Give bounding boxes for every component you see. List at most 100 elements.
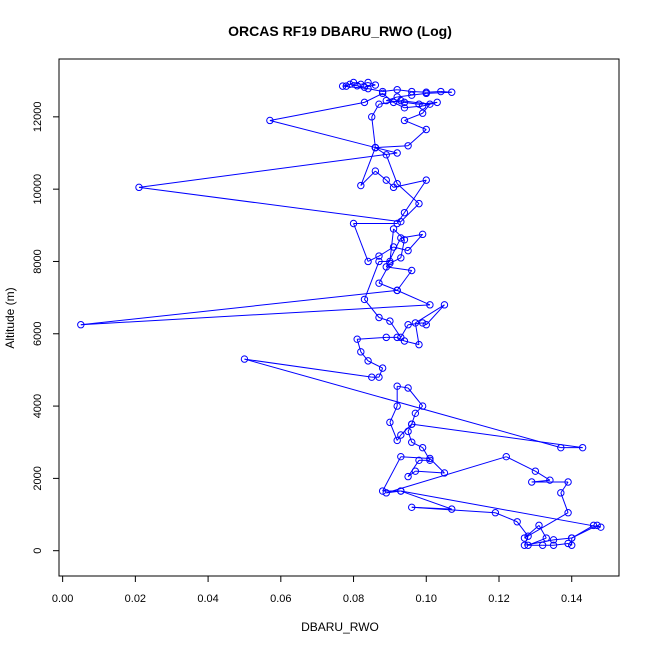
data-point [368, 113, 376, 121]
series-segment [375, 147, 387, 156]
data-point [357, 348, 365, 356]
data-point [240, 355, 249, 363]
data-point [564, 539, 572, 548]
series-segment [404, 101, 420, 105]
data-point [448, 88, 456, 96]
data-point [393, 333, 401, 342]
series-segment [400, 324, 409, 338]
y-axis-label: Altitude (m) [3, 287, 17, 348]
data-point [408, 503, 416, 512]
data-point [389, 183, 398, 192]
data-point [353, 335, 361, 343]
series-segment [560, 481, 569, 494]
data-point [386, 257, 394, 266]
x-tick-label: 0.12 [488, 593, 509, 605]
y-tick-label: 6000 [32, 322, 44, 346]
series-segment [382, 456, 402, 492]
data-point [440, 469, 449, 477]
data-point [397, 452, 405, 461]
data-point [375, 100, 383, 108]
data-point [437, 87, 445, 96]
data-point [382, 333, 390, 342]
data-point [404, 427, 412, 436]
data-point [404, 246, 412, 255]
series-segment [397, 94, 412, 98]
data-point [568, 534, 576, 542]
data-point [408, 91, 416, 99]
data-point [382, 176, 390, 184]
y-tick-label: 10000 [32, 174, 44, 205]
series-segment [396, 289, 431, 306]
series-segment [385, 237, 402, 268]
series-segment [400, 456, 430, 459]
data-point [404, 142, 412, 150]
series-segment [407, 470, 416, 477]
data-point [433, 98, 441, 107]
series-segment [400, 423, 413, 436]
series-segment [404, 340, 420, 346]
data-point [531, 467, 540, 475]
data-point [418, 230, 427, 239]
series-segment [389, 228, 395, 262]
y-tick-label: 0 [32, 548, 44, 554]
series-segment [364, 299, 380, 318]
series-segment [396, 183, 420, 204]
data-point [378, 487, 387, 495]
series-segment [378, 263, 391, 284]
data-point [418, 319, 427, 327]
data-point [364, 257, 372, 266]
series-segment [495, 512, 518, 523]
data-point [408, 87, 416, 96]
data-point [375, 252, 383, 260]
series-segment [367, 255, 380, 262]
series-segment [378, 317, 391, 322]
data-point [393, 219, 401, 228]
data-point [375, 373, 383, 381]
data-point [426, 301, 434, 309]
series-segment [138, 152, 398, 188]
series-segment [425, 304, 445, 326]
series-segment [367, 82, 376, 86]
data-point [557, 489, 565, 497]
data-point [400, 98, 409, 107]
data-point [415, 100, 423, 108]
series-segment [378, 367, 384, 378]
data-point [502, 452, 510, 461]
data-point [538, 541, 547, 549]
data-point [557, 443, 565, 452]
series-segment [407, 423, 413, 432]
series-segment [386, 96, 398, 102]
data-point [382, 151, 390, 159]
data-point [422, 125, 430, 134]
series-segment [138, 186, 401, 223]
data-point [418, 109, 427, 117]
series-segment [371, 103, 380, 118]
series-segment [269, 101, 365, 121]
data-point [520, 541, 529, 549]
series-segment [415, 405, 423, 414]
data-point [578, 443, 587, 452]
data-point [393, 382, 401, 390]
series-segment [407, 129, 427, 147]
series-segment [389, 405, 398, 423]
data-point [524, 532, 532, 540]
series-segment [404, 179, 427, 213]
data-point [404, 321, 412, 329]
x-tick-label: 0.02 [125, 593, 146, 605]
series-segment [415, 470, 445, 474]
data-point [382, 96, 390, 105]
data-point [346, 80, 354, 89]
data-point [364, 84, 372, 93]
data-point [564, 509, 572, 517]
series-segment [553, 542, 569, 546]
data-point [404, 384, 412, 392]
data-point [589, 521, 598, 530]
data-point [375, 279, 383, 287]
series-segment [363, 261, 380, 300]
series-segment [411, 441, 423, 449]
data-point [528, 478, 536, 486]
data-point [535, 521, 543, 530]
series-segment [360, 351, 369, 362]
chart-title: ORCAS RF19 DBARU_RWO (Log) [228, 23, 452, 39]
data-point [386, 418, 394, 427]
